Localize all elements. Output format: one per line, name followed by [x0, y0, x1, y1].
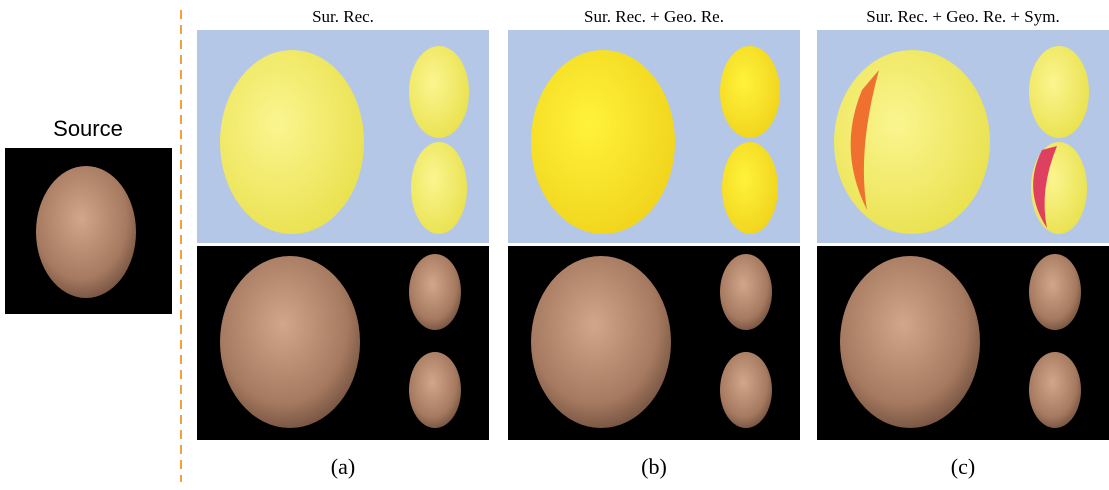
geometry-face: [220, 50, 364, 234]
render-face: [840, 256, 980, 428]
render-face-small: [1029, 254, 1081, 330]
render-face-small: [409, 352, 461, 428]
column-title: Sur. Rec. + Geo. Re. + Sym.: [866, 7, 1059, 26]
render-face-small: [720, 352, 772, 428]
column-caption: (c): [951, 454, 975, 479]
geometry-face-small: [1029, 46, 1089, 138]
geometry-face-small: [411, 142, 467, 234]
column-title: Sur. Rec. + Geo. Re.: [584, 7, 724, 26]
column-caption: (a): [331, 454, 355, 479]
geometry-face-small: [720, 46, 780, 138]
column-caption: (b): [641, 454, 667, 479]
source-face: [36, 166, 136, 298]
render-face-small: [720, 254, 772, 330]
render-face-small: [409, 254, 461, 330]
render-face: [531, 256, 671, 428]
column-title: Sur. Rec.: [312, 7, 374, 26]
render-face-small: [1029, 352, 1081, 428]
geometry-face-small: [409, 46, 469, 138]
figure: Source Sur. Rec. (a) Sur. Rec. + Geo. Re. (…: [0, 0, 1109, 490]
source-label: Source: [53, 116, 123, 141]
geometry-face-small: [722, 142, 778, 234]
geometry-face: [531, 50, 675, 234]
render-face: [220, 256, 360, 428]
